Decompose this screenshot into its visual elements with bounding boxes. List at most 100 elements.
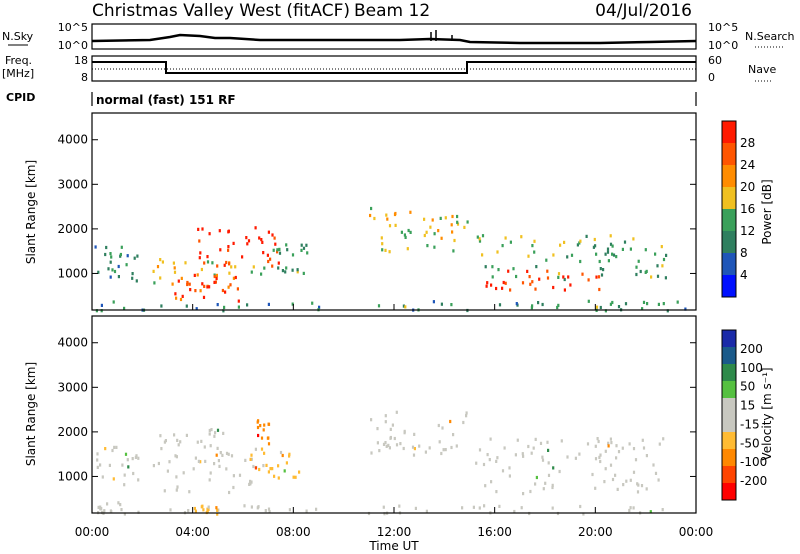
power-cell — [186, 280, 189, 285]
power-cell — [609, 242, 613, 246]
power-cell — [222, 309, 225, 313]
velocity-cell — [182, 471, 185, 475]
power-cell — [203, 284, 206, 288]
velocity-cell — [176, 485, 179, 489]
velocity-cell — [547, 448, 550, 452]
power-cell — [538, 277, 541, 281]
velocity-cell — [108, 463, 111, 467]
power-cell — [611, 252, 614, 256]
velocity-cell — [288, 452, 291, 456]
power-cell — [193, 273, 196, 277]
velocity-cell — [202, 508, 205, 512]
velocity-cell — [607, 444, 610, 448]
velocity-colorbar-swatch — [722, 381, 736, 398]
velocity-cell — [413, 432, 416, 436]
power-cell — [377, 304, 381, 308]
power-cell — [153, 281, 156, 285]
power-cell — [246, 303, 249, 307]
power-cell — [501, 244, 504, 248]
power-cell — [373, 216, 376, 221]
velocity-cell — [615, 456, 618, 460]
power-colorbar-tick: 20 — [740, 180, 755, 194]
power-cell — [602, 268, 605, 272]
power-cell — [198, 239, 201, 243]
station-title: Christmas Valley West (fitACF) — [92, 1, 350, 21]
velocity-cell — [152, 464, 155, 468]
power-cell — [595, 252, 598, 256]
velocity-cell — [541, 455, 544, 459]
date-title: 04/Jul/2016 — [595, 1, 692, 21]
velocity-cell — [370, 418, 373, 422]
power-cell — [594, 244, 597, 248]
power-cell — [223, 305, 226, 309]
power-cell — [125, 263, 128, 267]
velocity-cell — [119, 503, 122, 507]
velocity-cell — [442, 448, 445, 452]
power-cell — [213, 274, 216, 279]
velocity-colorbar-swatch — [722, 398, 736, 415]
power-cell — [433, 232, 436, 236]
velocity-colorbar-swatch — [722, 364, 736, 381]
power-cell — [276, 250, 279, 254]
velocity-cell — [547, 473, 551, 477]
velocity-cell — [260, 436, 264, 440]
velocity-cell — [267, 507, 271, 511]
power-cell — [423, 217, 426, 221]
velocity-cell — [402, 446, 405, 451]
velocity-cell — [111, 448, 114, 453]
power-cell — [641, 307, 644, 311]
power-cell — [388, 250, 391, 254]
velocity-cell — [106, 502, 109, 506]
velocity-cell — [661, 508, 664, 512]
power-cell — [227, 248, 230, 252]
power-cell — [456, 214, 459, 219]
power-cell — [496, 250, 499, 254]
cpid-label: CPID — [6, 91, 35, 104]
power-cell — [160, 304, 163, 308]
velocity-cell — [269, 467, 272, 471]
velocity-colorbar-tick: 100 — [740, 361, 763, 375]
velocity-cell — [185, 433, 188, 437]
velocity-cell — [508, 474, 511, 478]
velocity-cell — [219, 451, 222, 455]
velocity-colorbar-swatch — [722, 466, 736, 483]
power-cell — [426, 244, 429, 248]
power-cell — [646, 302, 649, 306]
power-cell — [545, 258, 548, 262]
power-colorbar-tick: 16 — [740, 202, 755, 216]
power-colorbar-tick: 24 — [740, 158, 755, 172]
velocity-cell — [594, 457, 598, 461]
power-cell — [531, 244, 534, 248]
velocity-cell — [598, 455, 601, 459]
power-cell — [650, 275, 653, 279]
power-cell — [656, 264, 659, 268]
power-cell — [272, 248, 275, 252]
velocity-cell — [649, 510, 652, 514]
power-cell — [380, 236, 383, 240]
velocity-cell — [607, 441, 610, 445]
power-cell — [632, 237, 635, 241]
power-cell — [225, 260, 228, 265]
velocity-cell — [96, 458, 99, 462]
power-cell — [587, 278, 590, 282]
power-cell — [271, 233, 274, 237]
power-cell — [112, 300, 115, 304]
power-cell — [188, 282, 191, 286]
velocity-cell — [395, 410, 398, 414]
power-cell — [450, 303, 453, 307]
freq-unit: [MHz] — [2, 67, 34, 80]
velocity-cell — [376, 427, 379, 431]
power-cell — [174, 292, 177, 296]
power-cell — [198, 256, 201, 260]
velocity-heatmap-cells — [96, 410, 665, 516]
power-cell — [302, 246, 306, 250]
nave-label: Nave — [748, 63, 776, 76]
velocity-cell — [637, 483, 640, 487]
velocity-cell — [160, 447, 163, 451]
power-cell — [423, 233, 426, 238]
power-cell — [665, 253, 668, 257]
velocity-cell — [513, 509, 516, 514]
velocity-cell — [616, 487, 619, 491]
y-tick-label: 1000 — [57, 266, 88, 280]
power-cell — [501, 286, 504, 290]
